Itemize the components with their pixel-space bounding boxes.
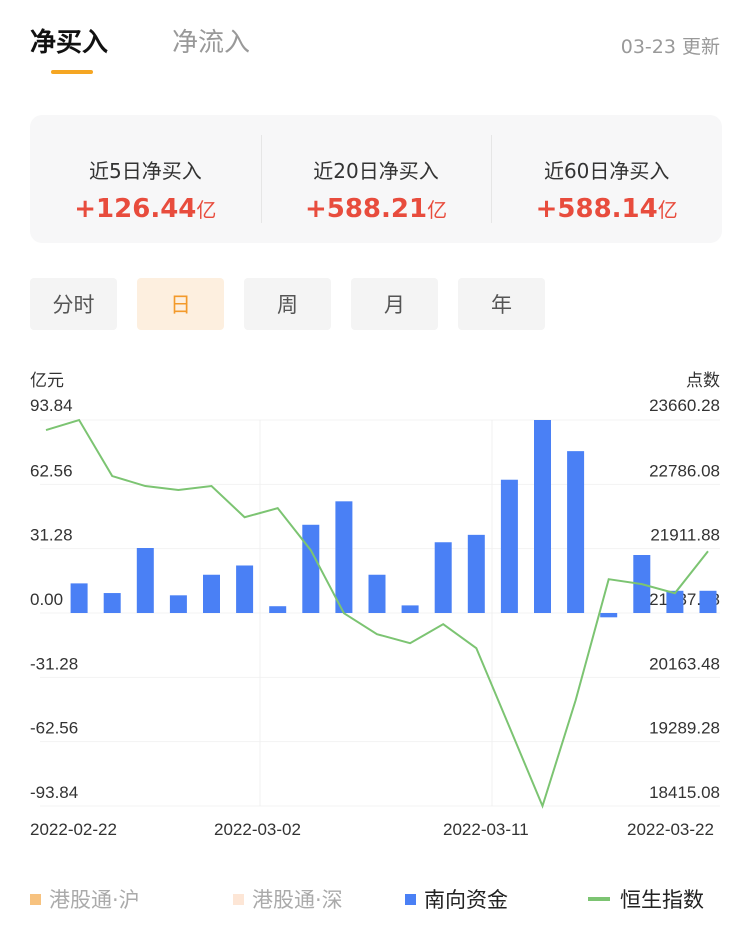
legend: 港股通·沪 港股通·深 南向资金 恒生指数	[30, 884, 704, 914]
bar-2022-03-10	[434, 542, 452, 613]
stat-label: 近60日净买入	[543, 159, 670, 183]
bar-2022-02-25	[136, 548, 154, 613]
left-axis-title: 亿元	[30, 371, 64, 391]
bar-2022-02-23	[70, 583, 88, 613]
hsi-line	[45, 418, 709, 809]
bar-2022-03-08	[368, 574, 386, 613]
stat-unit: 亿	[657, 198, 678, 222]
left-tick-label: 62.56	[30, 461, 73, 480]
summary-card: 近5日净买入 +126.44亿 近20日净买入 +588.21亿 近60日净买入 +5…	[30, 115, 722, 243]
legend-swatch	[233, 893, 244, 905]
bar-2022-03-16	[567, 451, 585, 613]
right-tick-label: 20163.48	[649, 654, 720, 673]
period-intraday-button[interactable]: 分时	[30, 278, 117, 330]
right-tick-label: 19289.28	[649, 719, 720, 738]
bar-2022-03-17	[600, 613, 618, 618]
left-tick-label: -93.84	[30, 783, 78, 802]
legend-swatch	[405, 893, 416, 905]
period-week-button[interactable]: 周	[244, 278, 331, 330]
period-day-button[interactable]: 日	[137, 278, 224, 330]
bar-2022-03-07	[335, 501, 353, 613]
period-year-button[interactable]: 年	[458, 278, 545, 330]
left-tick-label: 0.00	[30, 590, 63, 609]
left-tick-label: -31.28	[30, 654, 78, 673]
legend-line	[588, 897, 610, 901]
period-selector: 分时 日 周 月 年	[30, 278, 545, 330]
x-tick-label: 2022-03-02	[214, 820, 301, 839]
stat-20d: 近20日净买入 +588.21亿	[260, 115, 492, 243]
stat-value: +588.21	[304, 194, 428, 224]
stat-60d: 近60日净买入 +588.14亿	[491, 115, 722, 243]
legend-item-southbound[interactable]: 南向资金	[405, 884, 588, 914]
bar-2022-03-22	[699, 590, 717, 613]
bar-2022-03-04	[302, 524, 320, 613]
legend-item-sh[interactable]: 港股通·沪	[30, 884, 233, 914]
right-tick-label: 21911.88	[650, 526, 720, 545]
stat-label: 近5日净买入	[88, 159, 202, 183]
x-tick-label: 2022-02-22	[30, 820, 117, 839]
stat-unit: 亿	[196, 198, 217, 222]
tab-net-inflow[interactable]: 净流入	[172, 28, 251, 58]
period-month-button[interactable]: 月	[351, 278, 438, 330]
stat-value: +126.44	[74, 194, 197, 224]
bar-2022-03-14	[500, 479, 518, 613]
legend-label: 恒生指数	[620, 888, 704, 912]
bar-2022-03-15	[534, 420, 551, 613]
legend-label: 南向资金	[424, 888, 508, 912]
stat-label: 近20日净买入	[313, 159, 439, 183]
right-tick-label: 18415.08	[649, 783, 720, 802]
stat-value: +588.14	[535, 194, 658, 224]
left-tick-label: -62.56	[30, 719, 78, 738]
tab-net-buy[interactable]: 净买入	[30, 28, 109, 58]
x-tick-label: 2022-03-11	[443, 820, 529, 839]
bar-2022-02-28	[169, 595, 187, 613]
bar-2022-03-02	[236, 565, 254, 613]
bar-2022-03-03	[269, 606, 287, 613]
legend-swatch	[30, 893, 41, 905]
left-tick-label: 93.84	[30, 396, 73, 415]
legend-label: 港股通·沪	[49, 888, 140, 912]
bar-2022-03-09	[401, 605, 419, 613]
stat-unit: 亿	[427, 198, 448, 222]
stat-5d: 近5日净买入 +126.44亿	[30, 115, 261, 243]
bar-2022-02-24	[103, 593, 121, 613]
bar-2022-03-21	[666, 590, 684, 613]
update-time: 03-23 更新	[620, 36, 720, 58]
active-tab-indicator	[51, 70, 93, 74]
legend-item-hsi[interactable]: 恒生指数	[588, 884, 704, 914]
right-tick-label: 22786.08	[649, 461, 720, 480]
legend-label: 港股通·深	[252, 888, 343, 912]
left-tick-label: 31.28	[30, 526, 73, 545]
right-tick-label: 23660.28	[649, 396, 720, 415]
legend-item-sz[interactable]: 港股通·深	[233, 884, 405, 914]
bar-2022-03-11	[467, 534, 485, 613]
right-axis-title: 点数	[686, 371, 720, 391]
bar-2022-03-01	[203, 574, 220, 613]
x-tick-label: 2022-03-22	[627, 820, 714, 839]
